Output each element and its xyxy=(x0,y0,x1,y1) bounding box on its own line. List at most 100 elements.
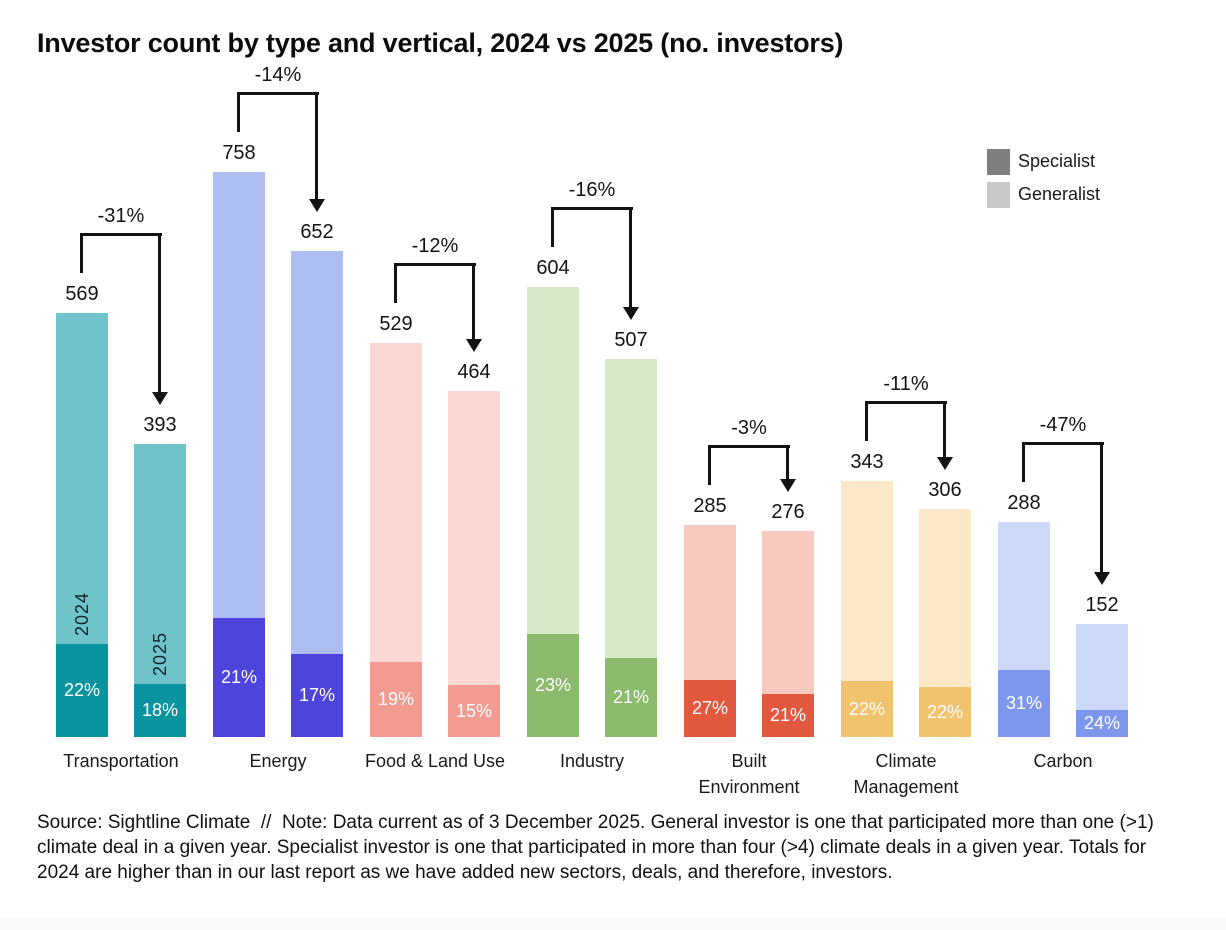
change-label: -3% xyxy=(731,417,767,439)
specialist-share-label: 19% xyxy=(377,689,415,709)
category-label-industry: Industry xyxy=(517,748,667,774)
category-label-line: Food & Land Use xyxy=(364,751,506,771)
category-label-food-land-use: Food & Land Use xyxy=(360,748,510,774)
specialist-share-label: 31% xyxy=(1005,693,1043,713)
total-label-2024: 285 xyxy=(693,495,727,517)
specialist-share-label: 22% xyxy=(848,698,886,719)
specialist-segment: 22% xyxy=(841,681,893,737)
total-label-2024: 288 xyxy=(1007,492,1041,514)
specialist-segment: 27% xyxy=(684,680,736,737)
connector-stub xyxy=(865,401,868,441)
bar-2024-climate-management: 22% xyxy=(841,481,893,737)
total-label-2025: 464 xyxy=(457,361,491,383)
connector-line xyxy=(80,233,162,236)
specialist-share-label: 24% xyxy=(1083,713,1121,733)
specialist-segment: 21% xyxy=(762,694,814,737)
category-label-line: Climate xyxy=(875,751,937,771)
specialist-segment: 19% xyxy=(370,662,422,737)
arrowhead-icon xyxy=(780,479,796,492)
arrowhead-icon xyxy=(623,307,639,320)
connector-drop xyxy=(786,445,789,479)
change-label: -14% xyxy=(254,64,302,86)
source-note: Source: Sightline Climate // Note: Data … xyxy=(37,812,1160,883)
bar-2025-food-land-use: 15% xyxy=(448,391,500,737)
total-label-2024: 569 xyxy=(65,283,99,305)
connector-drop xyxy=(943,401,946,457)
total-label-2025: 152 xyxy=(1085,594,1119,616)
arrowhead-icon xyxy=(937,457,953,470)
bar-2024-carbon: 31% xyxy=(998,522,1050,737)
change-label: -31% xyxy=(97,205,145,227)
category-label-line: Carbon xyxy=(1033,751,1093,771)
group-carbon: 31% 288 24% 152 -47% Carbon xyxy=(998,0,1128,930)
bar-2024-industry: 23% xyxy=(527,287,579,737)
change-label: -47% xyxy=(1039,414,1087,436)
specialist-share-label: 15% xyxy=(455,700,493,721)
legend-swatch-generalist xyxy=(987,181,1010,208)
category-label-line: Transportation xyxy=(63,751,179,771)
specialist-segment: 31% xyxy=(998,670,1050,737)
specialist-share-label: 23% xyxy=(534,675,572,695)
connector-stub xyxy=(394,263,397,303)
arrowhead-icon xyxy=(309,199,325,212)
connector-line xyxy=(394,263,476,266)
category-label-line: Environment xyxy=(698,777,800,797)
specialist-segment: 22% xyxy=(56,644,108,737)
connector-stub xyxy=(80,233,83,273)
specialist-segment: 21% xyxy=(213,618,265,737)
bar-2024-energy: 21% xyxy=(213,172,265,737)
specialist-share-label: 18% xyxy=(141,700,179,720)
category-label-line: Management xyxy=(853,777,959,797)
total-label-2025: 507 xyxy=(614,329,648,351)
total-label-2024: 343 xyxy=(850,451,884,473)
connector-drop xyxy=(472,263,475,339)
year-label: 2025 xyxy=(149,631,170,676)
specialist-segment: 18% xyxy=(134,684,186,737)
total-label-2025: 306 xyxy=(928,479,962,501)
bar-2025-carbon: 24% xyxy=(1076,624,1128,737)
bar-2024-built-environment: 27% xyxy=(684,525,736,737)
specialist-segment: 23% xyxy=(527,634,579,737)
category-label-line: Industry xyxy=(559,751,625,771)
change-label: -16% xyxy=(568,179,616,201)
group-built-environment: 27% 285 21% 276 -3% Built Environment xyxy=(684,0,814,930)
group-climate-management: 22% 343 22% 306 -11% Climate Management xyxy=(841,0,971,930)
group-energy: 21% 758 17% 652 -14% Energy xyxy=(213,0,343,930)
category-label-line: Energy xyxy=(249,751,307,771)
legend-swatch-specialist xyxy=(987,148,1010,175)
legend-item-generalist: Generalist xyxy=(987,178,1100,211)
legend: Specialist Generalist xyxy=(987,145,1100,211)
connector-drop xyxy=(315,92,318,199)
category-label-built-environment: Built Environment xyxy=(674,748,824,800)
total-label-2024: 529 xyxy=(379,313,413,335)
arrowhead-icon xyxy=(466,339,482,352)
connector-drop xyxy=(629,207,632,307)
change-label: -11% xyxy=(883,373,929,395)
connector-drop xyxy=(158,233,161,392)
category-label-energy: Energy xyxy=(203,748,353,774)
bottom-partial-element xyxy=(0,918,1226,930)
specialist-share-label: 21% xyxy=(612,687,650,707)
bar-2025-industry: 21% xyxy=(605,359,657,737)
bar-2025-energy: 17% xyxy=(291,251,343,737)
bar-2024-food-land-use: 19% xyxy=(370,343,422,737)
specialist-share-label: 21% xyxy=(769,705,807,725)
connector-line xyxy=(551,207,633,210)
legend-item-specialist: Specialist xyxy=(987,145,1100,178)
arrowhead-icon xyxy=(152,392,168,405)
bar-2025-climate-management: 22% xyxy=(919,509,971,737)
specialist-segment: 21% xyxy=(605,658,657,737)
total-label-2024: 758 xyxy=(222,142,256,164)
specialist-segment: 24% xyxy=(1076,710,1128,737)
year-label-wrap: 2025 xyxy=(134,632,186,676)
chart-title: Investor count by type and vertical, 202… xyxy=(37,28,844,58)
specialist-segment: 17% xyxy=(291,654,343,737)
connector-line xyxy=(237,92,319,95)
category-label-climate-management: Climate Management xyxy=(831,748,981,800)
specialist-segment: 22% xyxy=(919,687,971,737)
specialist-share-label: 22% xyxy=(63,680,101,700)
bar-2025-transportation: 18% 2025 xyxy=(134,444,186,737)
total-label-2024: 604 xyxy=(536,257,570,279)
bar-2025-built-environment: 21% xyxy=(762,531,814,737)
